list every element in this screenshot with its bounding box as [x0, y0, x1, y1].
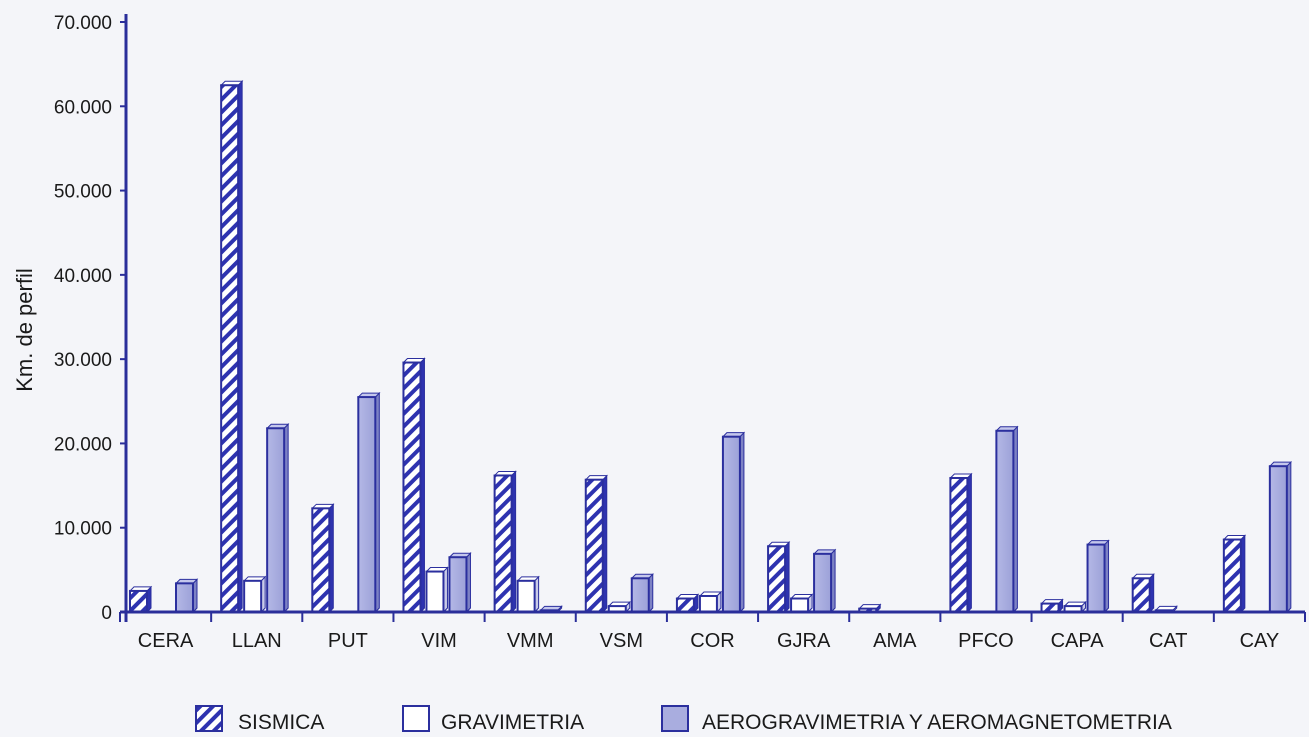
bar-gravimetria-llan — [242, 575, 267, 614]
x-tick-label: CERA — [138, 630, 194, 652]
legend-item-aerogravimetria: AEROGRAVIMETRIA Y AEROMAGNETOMETRIA — [661, 705, 1172, 734]
bar-sismica-pfco — [949, 472, 973, 614]
bar-gravimetria-vim — [425, 566, 449, 614]
legend-swatch — [402, 705, 430, 732]
x-tick-label: VSM — [600, 630, 643, 652]
x-tick-label: CAPA — [1051, 630, 1105, 652]
bar-gravimetria-cor — [698, 590, 723, 614]
legend-label: GRAVIMETRIA — [441, 711, 584, 732]
legend-swatch — [661, 705, 689, 732]
bar-sismica-cera — [128, 585, 153, 614]
bar-gravimetria-gjra — [789, 593, 814, 614]
x-tick-label: VIM — [421, 630, 457, 652]
bar-sismica-vsm — [584, 474, 608, 614]
y-tick-label: 40.000 — [54, 266, 112, 287]
bar-aerogravimetria-cor — [721, 431, 746, 614]
bar-sismica-cat — [1131, 573, 1155, 614]
bar-sismica-vmm — [493, 470, 517, 614]
legend: SISMICA GRAVIMETRIA AEROGRAVIMETRIA Y AERO… — [195, 705, 1172, 734]
bar-aerogravimetria-put — [357, 391, 381, 614]
bar-sismica-gjra — [766, 541, 791, 614]
bar-gravimetria-vmm — [516, 575, 540, 614]
bars — [128, 80, 1293, 614]
y-tick-label: 20.000 — [54, 434, 112, 455]
bar-aerogravimetria-vim — [448, 552, 472, 614]
y-tick-label: 60.000 — [54, 97, 112, 118]
x-tick-label: PUT — [328, 630, 368, 652]
x-tick-label: LLAN — [232, 630, 282, 652]
x-tick-label: CAT — [1149, 630, 1188, 652]
y-tick-label: 0 — [101, 603, 112, 624]
legend-swatch — [195, 705, 223, 732]
bar-aerogravimetria-vsm — [630, 573, 654, 614]
legend-item-sismica: SISMICA — [195, 705, 324, 734]
x-tick-label: CAY — [1240, 630, 1280, 652]
bar-sismica-capa — [1040, 598, 1064, 614]
x-tick-label: VMM — [507, 630, 554, 652]
legend-label: SISMICA — [238, 711, 324, 732]
x-tick-label: PFCO — [958, 630, 1014, 652]
bar-sismica-put — [311, 503, 335, 614]
axes — [120, 14, 1305, 622]
y-tick-label: 30.000 — [54, 350, 112, 371]
legend-item-gravimetria: GRAVIMETRIA — [402, 705, 584, 734]
y-tick-label: 50.000 — [54, 182, 112, 203]
bar-aerogravimetria-pfco — [995, 425, 1019, 614]
bar-aerogravimetria-cay — [1268, 460, 1293, 614]
bar-sismica-cor — [675, 593, 700, 614]
bar-aerogravimetria-capa — [1086, 539, 1110, 614]
bar-sismica-llan — [219, 80, 244, 614]
x-tick-label: AMA — [873, 630, 917, 652]
y-axis-ticks: 0 10.000 20.000 30.000 40.000 50.000 60.000 70.… — [54, 13, 126, 624]
x-axis-ticks: CERA LLAN PUT VIM VMM VSM COR GJRA AMA PFCO CAPA CA… — [119, 612, 1306, 652]
bar-sismica-vim — [402, 357, 426, 614]
bar-aerogravimetria-cera — [174, 578, 199, 614]
x-tick-label: COR — [690, 630, 734, 652]
x-tick-label: GJRA — [777, 630, 831, 652]
y-axis-label: Km. de perfil — [12, 268, 37, 392]
y-tick-label: 10.000 — [54, 519, 112, 540]
legend-label: AEROGRAVIMETRIA Y AEROMAGNETOMETRIA — [702, 711, 1172, 732]
bar-sismica-cay — [1222, 534, 1247, 614]
bar-aerogravimetria-llan — [265, 423, 290, 614]
y-tick-label: 70.000 — [54, 13, 112, 34]
bar-aerogravimetria-gjra — [812, 548, 837, 614]
